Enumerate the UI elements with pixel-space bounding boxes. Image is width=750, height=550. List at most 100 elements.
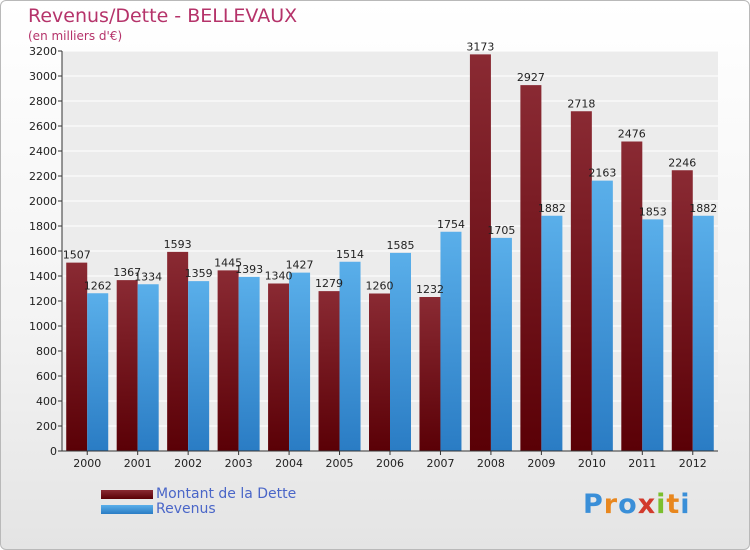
data-label-dette: 2246 xyxy=(668,156,696,169)
y-tick-label: 400 xyxy=(36,395,57,408)
bar-revenus xyxy=(440,231,462,451)
x-tick-label: 2003 xyxy=(225,457,253,470)
bar-dette xyxy=(116,280,138,451)
y-tick-label: 2400 xyxy=(29,145,57,158)
x-tick-label: 2000 xyxy=(73,457,101,470)
bar-dette xyxy=(671,170,693,451)
logo-letter: i xyxy=(680,489,691,520)
chart-subtitle: (en milliers d'€) xyxy=(28,29,123,43)
y-tick-label: 2600 xyxy=(29,120,57,133)
bar-revenus xyxy=(188,281,210,451)
y-tick-label: 2800 xyxy=(29,95,57,108)
data-label-dette: 1340 xyxy=(265,270,293,283)
logo-letter: t xyxy=(666,489,681,520)
bar-revenus xyxy=(87,293,109,451)
x-tick-label: 2012 xyxy=(679,457,707,470)
logo-letter: o xyxy=(618,489,638,520)
y-tick-label: 2200 xyxy=(29,170,57,183)
legend-label-revenus: Revenus xyxy=(156,501,216,517)
x-tick-label: 2010 xyxy=(578,457,606,470)
bar-dette xyxy=(570,111,592,451)
data-label-revenus: 2163 xyxy=(588,167,616,180)
data-label-dette: 1593 xyxy=(164,238,192,251)
logo-letter: x xyxy=(637,489,657,520)
bar-revenus xyxy=(541,215,563,451)
logo-letter: i xyxy=(656,489,667,520)
y-tick-label: 1800 xyxy=(29,220,57,233)
data-label-dette: 1507 xyxy=(63,249,91,262)
data-label-revenus: 1585 xyxy=(387,239,415,252)
data-label-revenus: 1882 xyxy=(689,202,717,215)
y-tick-label: 1200 xyxy=(29,295,57,308)
data-label-dette: 2476 xyxy=(618,128,646,141)
data-label-dette: 2718 xyxy=(567,97,595,110)
bar-dette xyxy=(469,54,491,451)
x-tick-label: 2006 xyxy=(376,457,404,470)
legend-swatch-debt xyxy=(101,490,153,499)
data-label-dette: 1279 xyxy=(315,277,343,290)
logo-letter: P xyxy=(583,489,604,520)
bar-dette xyxy=(268,283,290,451)
chart-legend: Montant de la Dette Revenus xyxy=(101,487,296,517)
bar-revenus xyxy=(591,180,613,451)
x-tick-label: 2011 xyxy=(628,457,656,470)
legend-item-revenus: Revenus xyxy=(101,502,296,517)
y-tick-label: 3200 xyxy=(29,45,57,58)
bar-dette xyxy=(520,85,542,451)
y-tick-label: 600 xyxy=(36,370,57,383)
bar-dette xyxy=(369,293,390,451)
data-label-revenus: 1514 xyxy=(336,248,364,261)
x-tick-label: 2007 xyxy=(426,457,454,470)
data-label-revenus: 1705 xyxy=(487,224,515,237)
bar-dette xyxy=(217,270,239,451)
legend-swatch-revenus xyxy=(101,505,153,514)
data-label-dette: 2927 xyxy=(517,71,545,84)
y-tick-label: 1400 xyxy=(29,270,57,283)
bar-dette xyxy=(318,291,340,451)
chart-title: Revenus/Dette - BELLEVAUX xyxy=(28,5,298,27)
proxiti-logo: Proxiti xyxy=(583,489,691,520)
data-label-revenus: 1262 xyxy=(84,279,112,292)
data-label-revenus: 1393 xyxy=(235,263,263,276)
x-tick-label: 2001 xyxy=(124,457,152,470)
y-tick-label: 3000 xyxy=(29,70,57,83)
data-label-revenus: 1853 xyxy=(639,205,667,218)
data-label-revenus: 1359 xyxy=(185,267,213,280)
data-label-dette: 1260 xyxy=(366,280,394,293)
bar-revenus xyxy=(289,272,311,451)
data-label-revenus: 1754 xyxy=(437,218,465,231)
y-tick-label: 2000 xyxy=(29,195,57,208)
x-tick-label: 2009 xyxy=(527,457,555,470)
data-label-revenus: 1427 xyxy=(286,259,314,272)
legend-label-debt: Montant de la Dette xyxy=(156,486,297,502)
data-label-dette: 3173 xyxy=(466,40,494,53)
y-tick-label: 1000 xyxy=(29,320,57,333)
bar-dette xyxy=(167,251,189,451)
bar-dette xyxy=(419,297,441,451)
y-tick-label: 0 xyxy=(50,445,57,458)
x-tick-label: 2002 xyxy=(174,457,202,470)
data-label-revenus: 1334 xyxy=(134,270,162,283)
data-label-revenus: 1882 xyxy=(538,202,566,215)
x-tick-label: 2004 xyxy=(275,457,303,470)
bar-revenus xyxy=(490,237,512,451)
x-tick-label: 2005 xyxy=(326,457,354,470)
bar-dette xyxy=(66,262,88,451)
data-label-dette: 1445 xyxy=(214,256,242,269)
bar-revenus xyxy=(137,284,159,451)
bar-dette xyxy=(621,141,643,451)
y-tick-label: 1600 xyxy=(29,245,57,258)
bar-revenus xyxy=(692,215,714,451)
y-tick-label: 800 xyxy=(36,345,57,358)
data-label-dette: 1232 xyxy=(416,283,444,296)
bar-revenus xyxy=(238,276,260,451)
bar-revenus xyxy=(390,252,411,451)
logo-letter: r xyxy=(603,489,619,520)
legend-item-debt: Montant de la Dette xyxy=(101,487,296,502)
y-tick-label: 200 xyxy=(36,420,57,433)
bar-revenus xyxy=(339,261,361,451)
data-label-dette: 1367 xyxy=(113,266,141,279)
bar-revenus xyxy=(642,219,664,451)
